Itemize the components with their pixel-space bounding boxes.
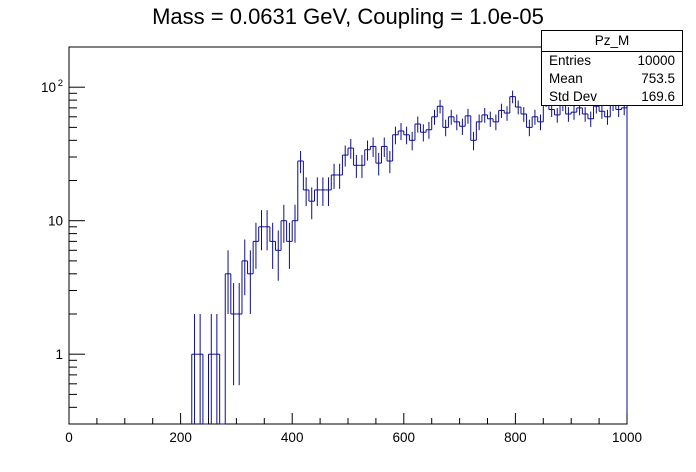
x-tick-label: 600 xyxy=(393,430,416,445)
stats-value: 753.5 xyxy=(641,71,675,86)
histogram-bins xyxy=(191,90,628,425)
y-tick-label: 10 xyxy=(41,80,56,95)
stats-label: Std Dev xyxy=(549,89,598,104)
x-tick-label: 1000 xyxy=(612,430,642,445)
stats-box: Pz_M Entries 10000 Mean 753.5 Std Dev 16… xyxy=(541,30,683,106)
stats-row-stddev: Std Dev 169.6 xyxy=(542,88,682,106)
stats-value: 10000 xyxy=(637,53,675,68)
stats-label: Mean xyxy=(549,71,583,86)
y-tick-label: 10 xyxy=(48,214,63,229)
stats-box-name: Pz_M xyxy=(542,31,682,52)
stats-label: Entries xyxy=(549,53,592,68)
stats-value: 169.6 xyxy=(641,89,675,104)
chart-title: Mass = 0.0631 GeV, Coupling = 1.0e-05 xyxy=(152,4,544,29)
stats-row-entries: Entries 10000 xyxy=(542,52,682,70)
x-tick-label: 0 xyxy=(65,430,73,445)
x-tick-label: 400 xyxy=(281,430,304,445)
y-tick-exponent: 2 xyxy=(58,78,63,89)
x-axis: 0 200 400 600 800 1000 xyxy=(65,413,642,445)
x-tick-label: 800 xyxy=(504,430,527,445)
x-tick-label: 200 xyxy=(169,430,192,445)
y-tick-label: 1 xyxy=(55,347,63,362)
stats-row-mean: Mean 753.5 xyxy=(542,70,682,88)
